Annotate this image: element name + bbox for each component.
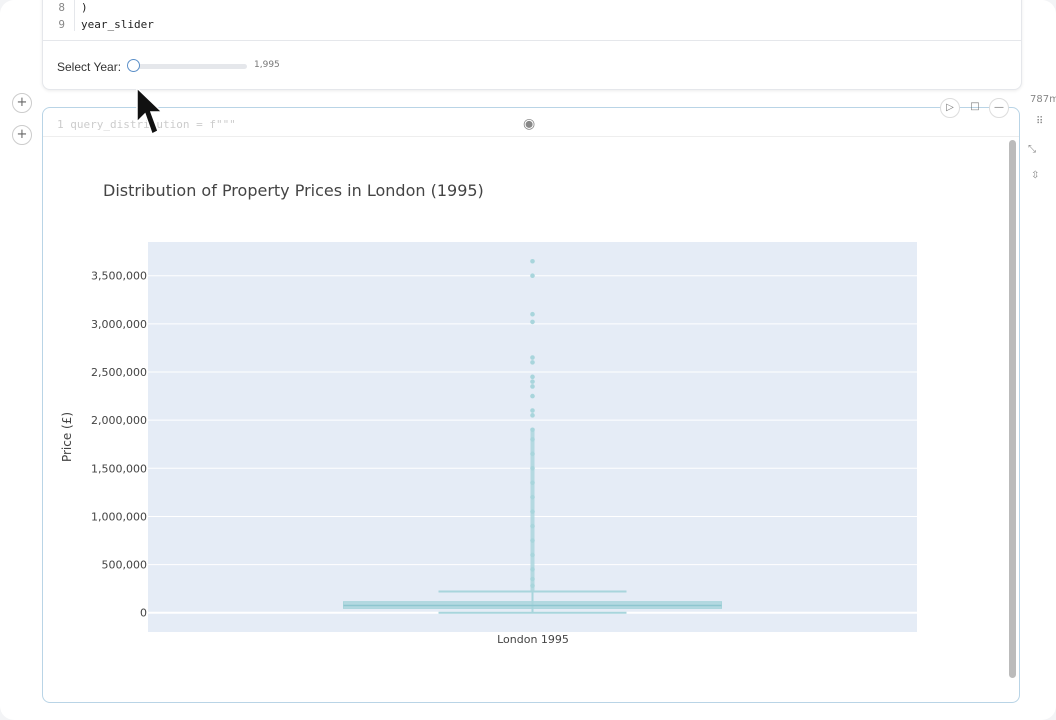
outlier-point <box>530 427 535 433</box>
outlier-point <box>530 480 535 486</box>
code-line: ) <box>81 1 88 14</box>
divider <box>43 40 1021 41</box>
add-cell-button[interactable]: + <box>12 93 32 113</box>
line-number: 8 <box>58 1 65 14</box>
plus-icon: + <box>16 127 28 142</box>
eye-icon[interactable]: ◉ <box>523 116 536 132</box>
outlier-point <box>530 538 535 543</box>
stop-button[interactable]: □ <box>965 98 985 118</box>
divider <box>43 136 1019 137</box>
outlier-point <box>530 384 535 389</box>
y-axis-label: Price (£) <box>60 412 74 462</box>
side-label: 787m <box>1030 94 1056 105</box>
line-number: 9 <box>58 18 65 31</box>
code-cell[interactable]: 8 ) 9 year_slider Select Year: 1,995 <box>42 0 1022 90</box>
slider-value: 1,995 <box>254 60 280 70</box>
minus-icon: — <box>994 102 1004 113</box>
outlier-point <box>530 393 535 399</box>
outlier-point <box>530 273 535 279</box>
play-icon: ▷ <box>946 102 954 113</box>
collapse-button[interactable]: — <box>989 98 1009 118</box>
slider-label: Select Year: <box>57 60 122 74</box>
expand-icon[interactable]: ⤡ <box>1028 144 1036 155</box>
y-tick-label: 0 <box>140 607 147 620</box>
x-tick-label: London 1995 <box>497 633 569 646</box>
outlier-point <box>530 319 535 325</box>
outlier-point <box>530 451 535 457</box>
y-tick-label: 2,000,000 <box>91 414 147 427</box>
stop-icon: □ <box>970 101 980 112</box>
year-slider-track[interactable] <box>133 64 247 69</box>
chart-title: Distribution of Property Prices in Londo… <box>103 181 484 200</box>
outlier-point <box>530 413 535 418</box>
scrollbar[interactable] <box>1009 140 1016 678</box>
run-button[interactable]: ▷ <box>940 98 960 118</box>
outlier-point <box>530 355 535 360</box>
outlier-point <box>530 576 535 582</box>
code-line: year_slider <box>81 18 154 31</box>
y-tick-label: 3,500,000 <box>91 270 147 283</box>
chevron-up-down-icon[interactable]: ⇳ <box>1031 170 1040 181</box>
outlier-point <box>530 374 535 380</box>
drag-handle-icon[interactable]: ⠿ <box>1036 116 1044 127</box>
y-tick-label: 1,000,000 <box>91 510 147 523</box>
outlier-point <box>530 311 535 317</box>
y-tick-label: 2,500,000 <box>91 366 147 379</box>
y-tick-label: 1,500,000 <box>91 462 147 475</box>
line-gutter <box>74 0 75 31</box>
outlier-point <box>530 379 535 384</box>
outlier-point <box>530 360 535 365</box>
outlier-point <box>530 258 535 264</box>
year-slider-thumb[interactable] <box>127 59 140 72</box>
y-tick-label: 500,000 <box>102 559 148 572</box>
plus-icon: + <box>16 95 28 110</box>
add-cell-button[interactable]: + <box>12 125 32 145</box>
outlier-point <box>530 583 535 589</box>
outlier-point <box>530 552 535 558</box>
outlier-point <box>530 437 535 442</box>
outlier-point <box>530 567 535 572</box>
outlier-point <box>530 465 535 471</box>
outlier-point <box>530 523 535 529</box>
outlier-point <box>530 509 535 514</box>
outlier-point <box>530 494 535 500</box>
outlier-point <box>530 408 535 413</box>
y-tick-label: 3,000,000 <box>91 318 147 331</box>
